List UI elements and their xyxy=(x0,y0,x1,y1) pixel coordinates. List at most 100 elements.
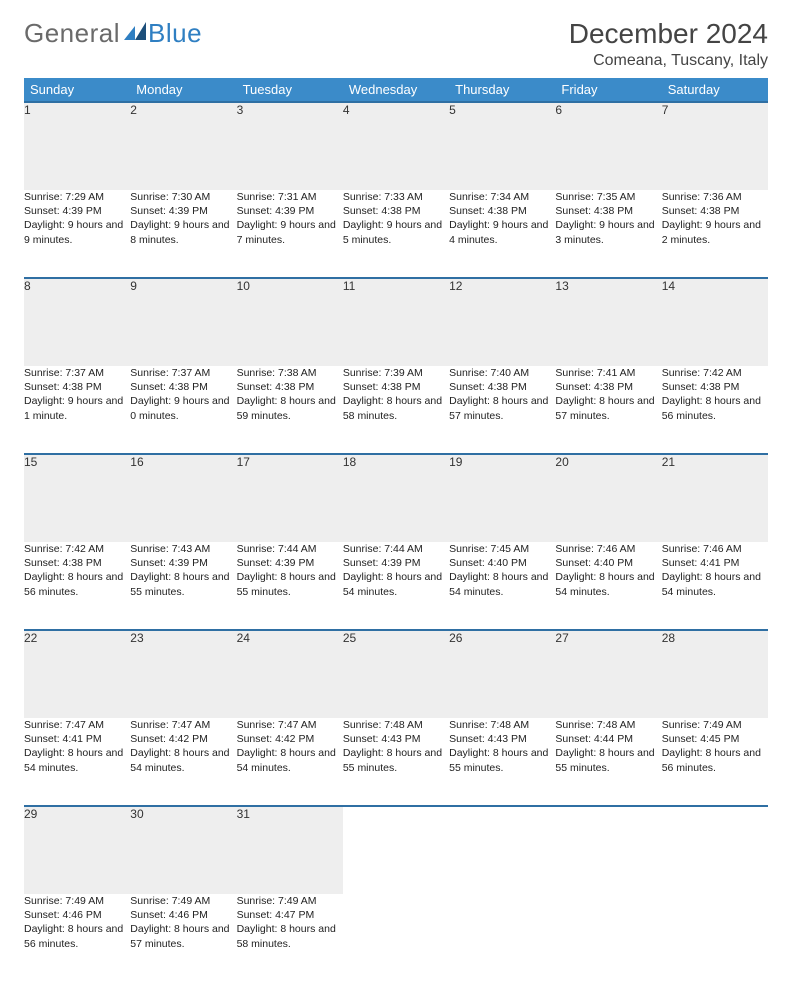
sunset-text: Sunset: 4:38 PM xyxy=(343,380,449,394)
day-number: 2 xyxy=(130,102,236,190)
day-number: 9 xyxy=(130,278,236,366)
day-cell: Sunrise: 7:34 AMSunset: 4:38 PMDaylight:… xyxy=(449,190,555,278)
daylight-text: Daylight: 8 hours and 59 minutes. xyxy=(237,394,343,422)
day-number-row: 22232425262728 xyxy=(24,630,768,718)
weekday-header-row: Sunday Monday Tuesday Wednesday Thursday… xyxy=(24,78,768,102)
sunrise-text: Sunrise: 7:49 AM xyxy=(24,894,130,908)
weekday-header: Saturday xyxy=(662,78,768,102)
day-number: 17 xyxy=(237,454,343,542)
weekday-header: Wednesday xyxy=(343,78,449,102)
sunrise-text: Sunrise: 7:47 AM xyxy=(24,718,130,732)
day-number xyxy=(343,806,449,894)
day-number: 6 xyxy=(555,102,661,190)
sunrise-text: Sunrise: 7:48 AM xyxy=(555,718,661,732)
day-number: 30 xyxy=(130,806,236,894)
day-cell: Sunrise: 7:48 AMSunset: 4:44 PMDaylight:… xyxy=(555,718,661,806)
daylight-text: Daylight: 8 hours and 55 minutes. xyxy=(555,746,661,774)
sunset-text: Sunset: 4:40 PM xyxy=(555,556,661,570)
daylight-text: Daylight: 9 hours and 2 minutes. xyxy=(662,218,768,246)
day-number: 16 xyxy=(130,454,236,542)
daylight-text: Daylight: 8 hours and 57 minutes. xyxy=(449,394,555,422)
day-number: 20 xyxy=(555,454,661,542)
sunrise-text: Sunrise: 7:47 AM xyxy=(237,718,343,732)
sunrise-text: Sunrise: 7:30 AM xyxy=(130,190,236,204)
sunset-text: Sunset: 4:38 PM xyxy=(449,380,555,394)
calendar-body: 1234567Sunrise: 7:29 AMSunset: 4:39 PMDa… xyxy=(24,102,768,982)
daylight-text: Daylight: 9 hours and 3 minutes. xyxy=(555,218,661,246)
day-cell: Sunrise: 7:39 AMSunset: 4:38 PMDaylight:… xyxy=(343,366,449,454)
sunset-text: Sunset: 4:39 PM xyxy=(237,556,343,570)
day-cell: Sunrise: 7:49 AMSunset: 4:46 PMDaylight:… xyxy=(24,894,130,982)
daylight-text: Daylight: 9 hours and 0 minutes. xyxy=(130,394,236,422)
sunrise-text: Sunrise: 7:49 AM xyxy=(662,718,768,732)
daylight-text: Daylight: 8 hours and 54 minutes. xyxy=(130,746,236,774)
day-number: 23 xyxy=(130,630,236,718)
day-cell: Sunrise: 7:42 AMSunset: 4:38 PMDaylight:… xyxy=(24,542,130,630)
sunset-text: Sunset: 4:38 PM xyxy=(24,556,130,570)
day-cell: Sunrise: 7:48 AMSunset: 4:43 PMDaylight:… xyxy=(449,718,555,806)
sunset-text: Sunset: 4:39 PM xyxy=(130,204,236,218)
daylight-text: Daylight: 9 hours and 9 minutes. xyxy=(24,218,130,246)
daylight-text: Daylight: 8 hours and 56 minutes. xyxy=(662,394,768,422)
day-number: 26 xyxy=(449,630,555,718)
page-title: December 2024 xyxy=(569,18,768,50)
day-number-row: 1234567 xyxy=(24,102,768,190)
calendar-table: Sunday Monday Tuesday Wednesday Thursday… xyxy=(24,78,768,982)
day-number-row: 15161718192021 xyxy=(24,454,768,542)
day-number: 14 xyxy=(662,278,768,366)
daylight-text: Daylight: 8 hours and 54 minutes. xyxy=(449,570,555,598)
day-cell xyxy=(449,894,555,982)
sunrise-text: Sunrise: 7:42 AM xyxy=(24,542,130,556)
day-body-row: Sunrise: 7:37 AMSunset: 4:38 PMDaylight:… xyxy=(24,366,768,454)
day-number: 18 xyxy=(343,454,449,542)
day-number xyxy=(449,806,555,894)
logo-icon xyxy=(124,18,146,49)
day-number: 24 xyxy=(237,630,343,718)
day-cell: Sunrise: 7:49 AMSunset: 4:45 PMDaylight:… xyxy=(662,718,768,806)
daylight-text: Daylight: 8 hours and 56 minutes. xyxy=(24,922,130,950)
day-number: 25 xyxy=(343,630,449,718)
daylight-text: Daylight: 8 hours and 55 minutes. xyxy=(449,746,555,774)
sunset-text: Sunset: 4:47 PM xyxy=(237,908,343,922)
daylight-text: Daylight: 8 hours and 55 minutes. xyxy=(130,570,236,598)
daylight-text: Daylight: 8 hours and 57 minutes. xyxy=(130,922,236,950)
sunrise-text: Sunrise: 7:48 AM xyxy=(449,718,555,732)
daylight-text: Daylight: 9 hours and 7 minutes. xyxy=(237,218,343,246)
logo: General Blue xyxy=(24,18,202,49)
day-cell: Sunrise: 7:47 AMSunset: 4:42 PMDaylight:… xyxy=(130,718,236,806)
sunrise-text: Sunrise: 7:37 AM xyxy=(130,366,236,380)
sunset-text: Sunset: 4:38 PM xyxy=(130,380,236,394)
day-cell: Sunrise: 7:31 AMSunset: 4:39 PMDaylight:… xyxy=(237,190,343,278)
sunrise-text: Sunrise: 7:47 AM xyxy=(130,718,236,732)
day-cell: Sunrise: 7:30 AMSunset: 4:39 PMDaylight:… xyxy=(130,190,236,278)
sunset-text: Sunset: 4:45 PM xyxy=(662,732,768,746)
day-number: 12 xyxy=(449,278,555,366)
daylight-text: Daylight: 9 hours and 4 minutes. xyxy=(449,218,555,246)
weekday-header: Monday xyxy=(130,78,236,102)
day-body-row: Sunrise: 7:29 AMSunset: 4:39 PMDaylight:… xyxy=(24,190,768,278)
sunrise-text: Sunrise: 7:42 AM xyxy=(662,366,768,380)
day-number xyxy=(555,806,661,894)
daylight-text: Daylight: 8 hours and 58 minutes. xyxy=(237,922,343,950)
sunrise-text: Sunrise: 7:49 AM xyxy=(237,894,343,908)
day-body-row: Sunrise: 7:47 AMSunset: 4:41 PMDaylight:… xyxy=(24,718,768,806)
day-number: 19 xyxy=(449,454,555,542)
day-number: 15 xyxy=(24,454,130,542)
day-cell: Sunrise: 7:37 AMSunset: 4:38 PMDaylight:… xyxy=(24,366,130,454)
day-cell: Sunrise: 7:46 AMSunset: 4:40 PMDaylight:… xyxy=(555,542,661,630)
sunset-text: Sunset: 4:44 PM xyxy=(555,732,661,746)
sunset-text: Sunset: 4:39 PM xyxy=(343,556,449,570)
sunrise-text: Sunrise: 7:45 AM xyxy=(449,542,555,556)
day-number: 29 xyxy=(24,806,130,894)
day-cell: Sunrise: 7:47 AMSunset: 4:41 PMDaylight:… xyxy=(24,718,130,806)
logo-text-blue: Blue xyxy=(148,18,202,49)
daylight-text: Daylight: 9 hours and 1 minute. xyxy=(24,394,130,422)
day-number-row: 891011121314 xyxy=(24,278,768,366)
day-number: 5 xyxy=(449,102,555,190)
sunrise-text: Sunrise: 7:46 AM xyxy=(555,542,661,556)
daylight-text: Daylight: 8 hours and 55 minutes. xyxy=(343,746,449,774)
daylight-text: Daylight: 8 hours and 54 minutes. xyxy=(555,570,661,598)
daylight-text: Daylight: 8 hours and 54 minutes. xyxy=(662,570,768,598)
sunrise-text: Sunrise: 7:44 AM xyxy=(237,542,343,556)
sunset-text: Sunset: 4:39 PM xyxy=(130,556,236,570)
